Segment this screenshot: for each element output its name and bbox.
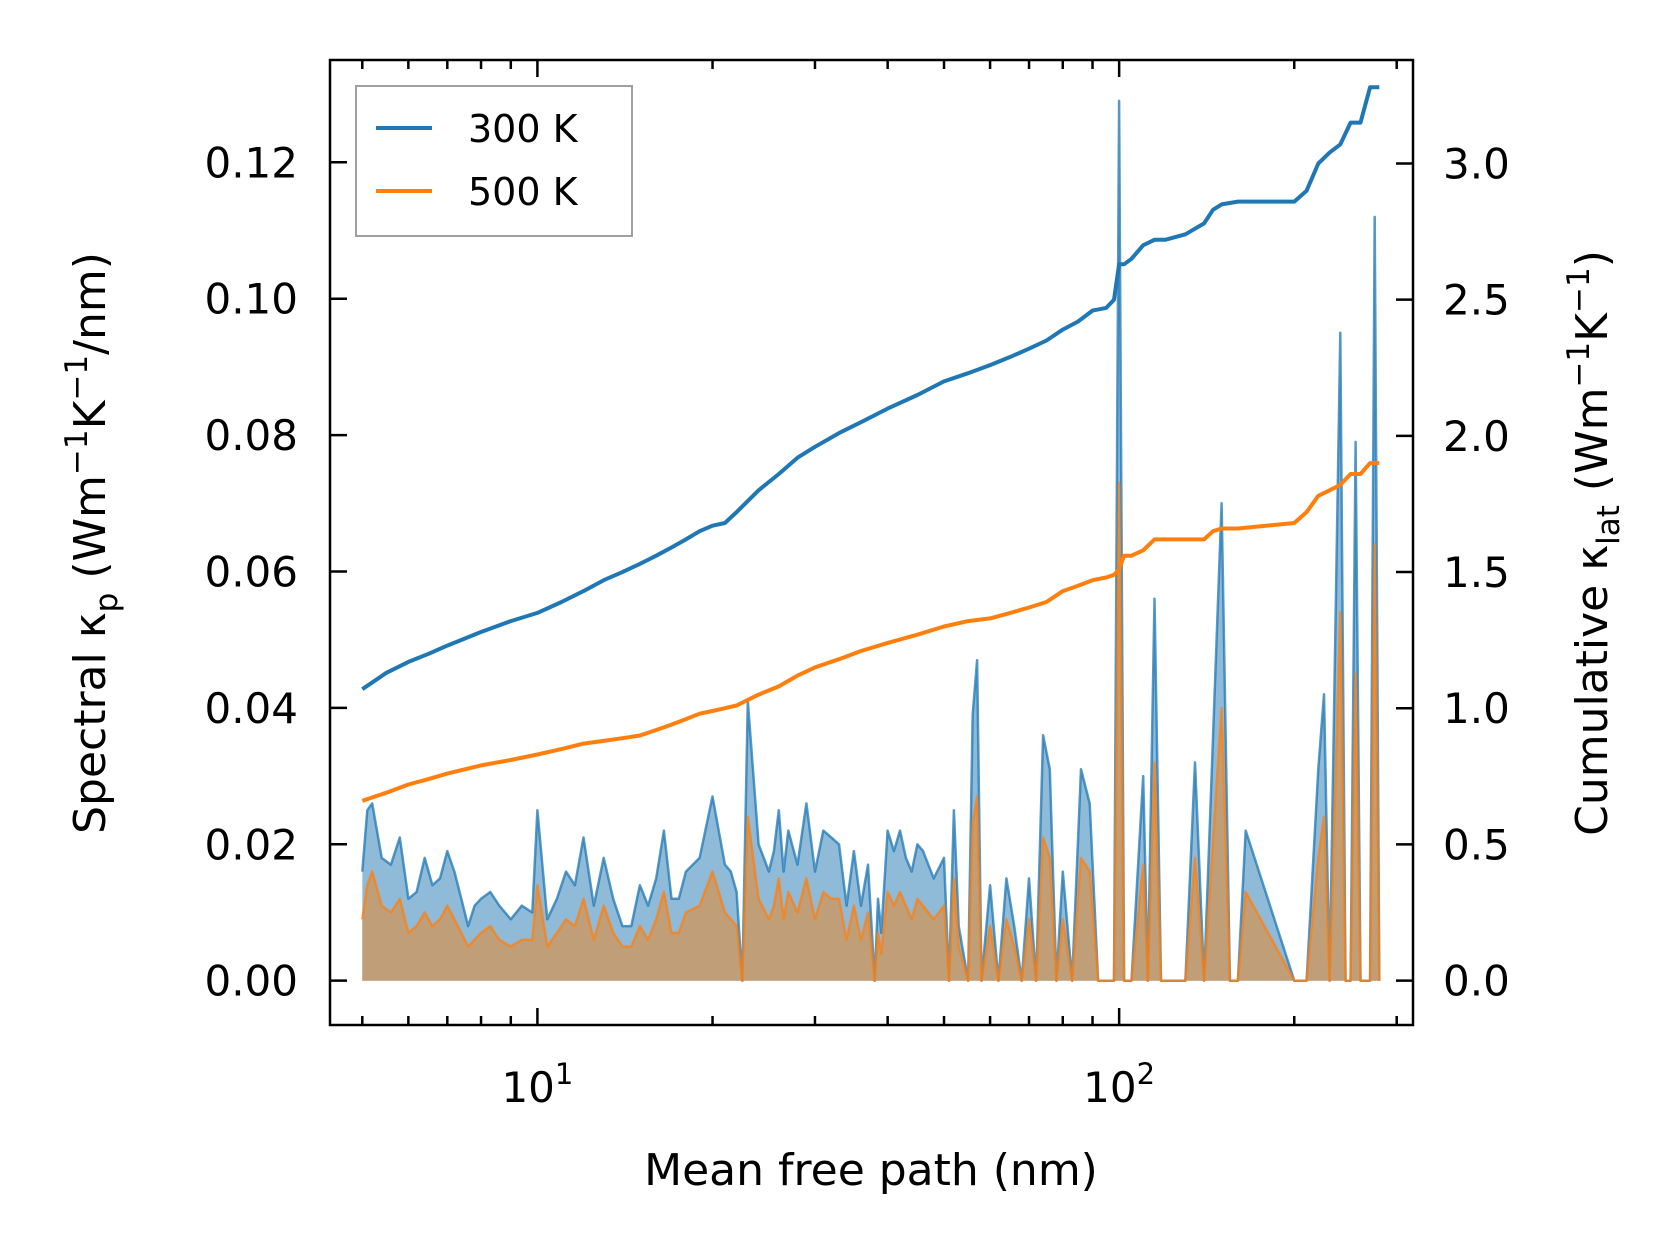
legend-box [355, 85, 633, 237]
y-right-tick-label: 1.5 [1443, 548, 1510, 597]
spectral-series [361, 99, 1381, 982]
x-tick-label: 102 [1083, 1057, 1155, 1112]
y-right-tick-label: 1.0 [1443, 684, 1510, 733]
legend-label-500k: 500 K [468, 170, 579, 214]
y-left-tick-labels: 0.00 0.02 0.04 0.06 0.08 0.10 0.12 [204, 138, 298, 1005]
y-right-tick-label: 0.5 [1443, 820, 1510, 869]
legend-label-300k: 300 K [468, 107, 579, 151]
y-left-axis-title: Spectral κp (Wm−1K−1/nm) [59, 252, 125, 834]
x-tick-labels: 101 102 [501, 1057, 1155, 1112]
y-left-tick-label: 0.10 [204, 275, 298, 324]
x-tick-label: 101 [501, 1057, 573, 1112]
y-left-tick-label: 0.02 [204, 820, 298, 869]
cumulative-series [361, 85, 1380, 803]
legend: 300 K 500 K [355, 85, 633, 237]
y-left-tick-label: 0.00 [204, 957, 298, 1006]
y-right-tick-label: 2.0 [1443, 412, 1510, 461]
cumulative-line-500k [361, 461, 1380, 803]
axis-ticks [330, 60, 1413, 1025]
y-left-tick-label: 0.06 [204, 547, 298, 596]
y-right-axis-title: Cumulative κlat (Wm−1K−1) [1561, 250, 1627, 836]
spectral-line-500k [361, 481, 1381, 982]
y-right-tick-label: 3.0 [1443, 139, 1510, 188]
plot-frame [328, 58, 1415, 1027]
y-right-tick-label: 0.0 [1443, 957, 1510, 1006]
x-axis-title: Mean free path (nm) [644, 1145, 1098, 1196]
y-right-tick-label: 2.5 [1443, 276, 1510, 325]
y-left-tick-label: 0.12 [204, 138, 298, 187]
y-left-tick-label: 0.08 [204, 411, 298, 460]
y-right-tick-labels: 0.0 0.5 1.0 1.5 2.0 2.5 3.0 [1443, 139, 1510, 1005]
y-left-tick-label: 0.04 [204, 684, 298, 733]
cumulative-line-300k [361, 85, 1380, 691]
